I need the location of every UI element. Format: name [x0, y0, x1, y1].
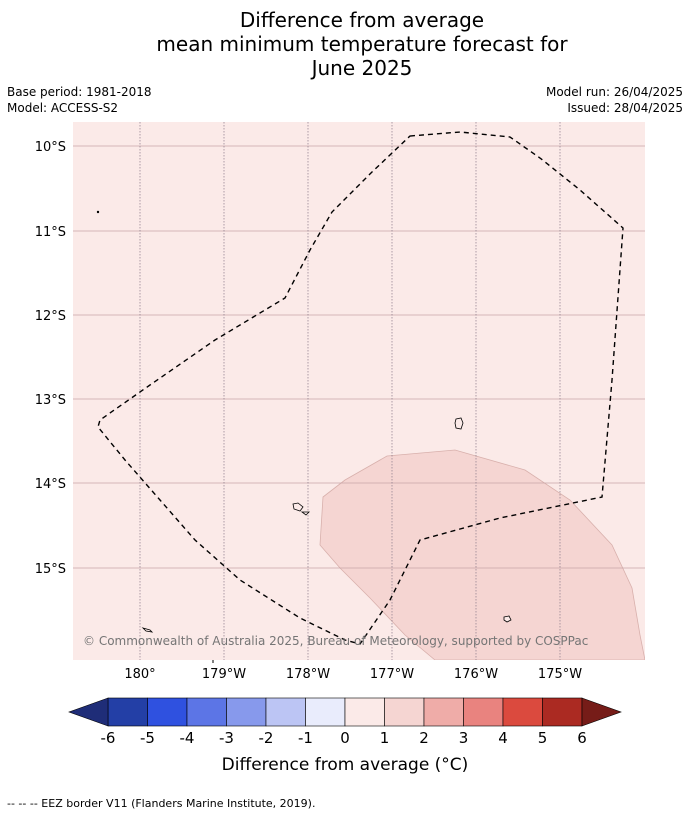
colorbar-tick-label: -4 — [180, 729, 195, 747]
title-line-3: June 2025 — [311, 56, 413, 80]
colorbar-tick-label: 6 — [577, 729, 587, 747]
model-name: Model: ACCESS-S2 — [7, 101, 119, 115]
longitude-gridlines — [139, 122, 561, 660]
island-southwest — [141, 627, 154, 633]
lat-label-10s: 10°S — [35, 140, 66, 155]
issued-date: Issued: 28/04/2025 — [567, 101, 683, 115]
colorbar-tick-label: 1 — [380, 729, 390, 747]
colorbar-label: Difference from average (°C) — [221, 755, 469, 775]
latitude-gridlines — [73, 145, 645, 569]
island-east — [454, 417, 464, 430]
title-line-2: mean minimum temperature forecast for — [156, 32, 568, 56]
colorbar-segment — [186, 697, 227, 727]
latitude-labels: 10°S 11°S 12°S 13°S 14°S 15°S — [35, 140, 66, 577]
lon-label-176w: 176°W — [454, 667, 498, 682]
map-title: Difference from average mean minimum tem… — [0, 8, 690, 80]
colorbar-tick-label: -5 — [140, 729, 155, 747]
meta-left: Base period: 1981-2018 Model: ACCESS-S2 — [7, 84, 152, 116]
lat-label-13s: 13°S — [35, 393, 66, 408]
colorbar — [68, 697, 622, 727]
colorbar-segment — [344, 697, 385, 727]
colorbar-tick-labels: -6 -5 -4 -3 -2 -1 0 1 2 3 4 5 6 — [101, 729, 587, 747]
colorbar-tick-label: 0 — [340, 729, 350, 747]
lat-label-12s: 12°S — [35, 309, 66, 324]
lat-label-11s: 11°S — [35, 225, 66, 240]
copyright-notice: © Commonwealth of Australia 2025, Bureau… — [83, 634, 588, 648]
colorbar-segment — [265, 697, 306, 727]
meta-right: Model run: 26/04/2025 Issued: 28/04/2025 — [546, 84, 683, 116]
lon-label-175w: 175°W — [538, 667, 582, 682]
colorbar-tick-label: -6 — [101, 729, 116, 747]
island-southeast — [503, 615, 512, 623]
colorbar-segment — [147, 697, 188, 727]
longitude-labels: 180° 179°W 178°W 177°W 176°W 175°W — [124, 667, 582, 682]
colorbar-under-arrow — [68, 697, 109, 727]
anomaly-region-1-to-2 — [319, 449, 645, 660]
eez-legend: -- -- -- EEZ border V11 (Flanders Marine… — [7, 797, 316, 810]
colorbar-tick-label: -1 — [298, 729, 313, 747]
lon-label-180: 180° — [124, 667, 155, 682]
lat-label-15s: 15°S — [35, 562, 66, 577]
model-run: Model run: 26/04/2025 — [545, 85, 683, 99]
colorbar-tick-label: 5 — [538, 729, 548, 747]
colorbar-tick-label: 3 — [459, 729, 469, 747]
island-wallis — [292, 502, 304, 512]
colorbar-tick-label: 2 — [419, 729, 429, 747]
island-speck-nw — [96, 210, 100, 214]
lon-label-177w: 177°W — [370, 667, 414, 682]
colorbar-tick-label: -2 — [259, 729, 274, 747]
title-line-1: Difference from average — [239, 8, 485, 32]
colorbar-tick-label: 4 — [498, 729, 508, 747]
colorbar-segment — [107, 697, 148, 727]
eez-border — [97, 131, 624, 645]
lat-label-14s: 14°S — [35, 477, 66, 492]
colorbar-over-arrow — [581, 697, 622, 727]
colorbar-segment — [463, 697, 504, 727]
colorbar-segment — [305, 697, 346, 727]
colorbar-segment — [384, 697, 425, 727]
base-period: Base period: 1981-2018 — [7, 85, 152, 99]
island-wallis-islet — [300, 511, 310, 516]
islands — [96, 210, 512, 633]
colorbar-segment — [542, 697, 583, 727]
lon-label-179w: 179°W — [202, 667, 246, 682]
lon-label-178w: 178°W — [286, 667, 330, 682]
colorbar-segment — [226, 697, 267, 727]
colorbar-segment — [423, 697, 464, 727]
colorbar-tick-label: -3 — [219, 729, 234, 747]
colorbar-segment — [502, 697, 543, 727]
